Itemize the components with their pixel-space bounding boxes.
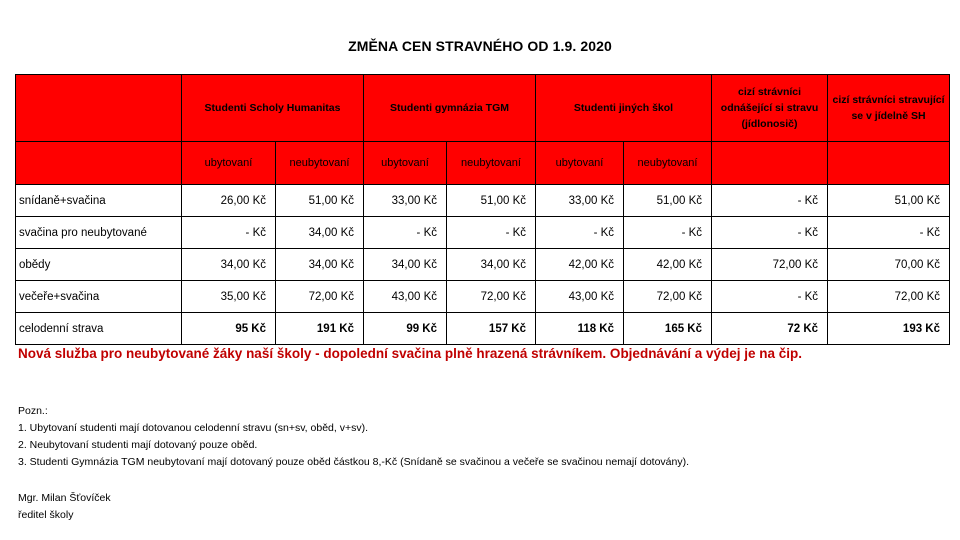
- price-table: Studenti Scholy Humanitas Studenti gymná…: [15, 74, 951, 345]
- price-cell: 34,00 Kč: [275, 216, 364, 249]
- price-cell: 72,00 Kč: [827, 280, 951, 313]
- total-cell: 72 Kč: [711, 312, 829, 345]
- subheader-empty: [15, 141, 182, 185]
- service-notice: Nová služba pro neubytované žáky naší šk…: [18, 346, 803, 361]
- subheader-neubytovani: neubytovaní: [445, 141, 537, 185]
- price-cell: - Kč: [363, 216, 447, 249]
- total-cell: 191 Kč: [275, 312, 364, 345]
- price-cell: 42,00 Kč: [623, 248, 713, 281]
- price-cell: 34,00 Kč: [445, 248, 537, 281]
- note-item: 1. Ubytovaní studenti mají dotovanou cel…: [18, 422, 369, 434]
- page-title: ZMĚNA CEN STRAVNÉHO OD 1.9. 2020: [348, 38, 612, 54]
- price-cell: 70,00 Kč: [827, 248, 951, 281]
- price-cell: 34,00 Kč: [181, 248, 276, 281]
- price-cell: 51,00 Kč: [623, 184, 713, 217]
- table-row: snídaně+svačina 26,00 Kč 51,00 Kč 33,00 …: [15, 184, 951, 217]
- header-cizi-jidelna: cizí strávníci stravující se v jídelně S…: [827, 74, 951, 142]
- price-cell: - Kč: [711, 216, 829, 249]
- subheader-neubytovani: neubytovaní: [275, 141, 364, 185]
- price-cell: 35,00 Kč: [181, 280, 276, 313]
- price-cell: 42,00 Kč: [535, 248, 625, 281]
- total-cell: 193 Kč: [827, 312, 951, 345]
- signature-role: ředitel školy: [18, 509, 74, 521]
- price-cell: 34,00 Kč: [363, 248, 447, 281]
- row-label: snídaně+svačina: [15, 184, 182, 217]
- header-gymnazia-tgm: Studenti gymnázia TGM: [362, 74, 537, 142]
- subheader-ubytovani: ubytovaní: [535, 141, 625, 185]
- price-cell: 72,00 Kč: [623, 280, 713, 313]
- price-cell: 26,00 Kč: [181, 184, 276, 217]
- price-cell: 72,00 Kč: [275, 280, 364, 313]
- signature-block: Mgr. Milan Šťovíček ředitel školy: [18, 490, 111, 524]
- row-label: obědy: [15, 248, 182, 281]
- table-row: večeře+svačina 35,00 Kč 72,00 Kč 43,00 K…: [15, 280, 951, 313]
- price-cell: - Kč: [711, 184, 829, 217]
- header-scholy-humanitas: Studenti Scholy Humanitas: [181, 74, 364, 142]
- total-cell: 99 Kč: [363, 312, 447, 345]
- table-row: svačina pro neubytované - Kč 34,00 Kč - …: [15, 216, 951, 249]
- subheader-ubytovani: ubytovaní: [363, 141, 447, 185]
- notes-section: Pozn.: 1. Ubytovaní studenti mají dotova…: [18, 403, 689, 471]
- header-jinych-skol: Studenti jiných škol: [535, 74, 713, 142]
- subheader-neubytovani: neubytovaní: [623, 141, 713, 185]
- subheader-ubytovani: ubytovaní: [181, 141, 276, 185]
- total-cell: 95 Kč: [181, 312, 276, 345]
- subheader-empty: [711, 141, 829, 185]
- header-cizi-jidlonosic: cizí strávníci odnášející si stravu (jíd…: [711, 74, 829, 142]
- subheader-empty: [827, 141, 951, 185]
- price-cell: 51,00 Kč: [827, 184, 951, 217]
- note-item: 2. Neubytovaní studenti mají dotovaný po…: [18, 439, 258, 451]
- table-row: obědy 34,00 Kč 34,00 Kč 34,00 Kč 34,00 K…: [15, 248, 951, 281]
- notes-heading: Pozn.:: [18, 405, 48, 417]
- price-cell: - Kč: [711, 280, 829, 313]
- total-cell: 118 Kč: [535, 312, 625, 345]
- price-cell: 43,00 Kč: [363, 280, 447, 313]
- price-cell: - Kč: [181, 216, 276, 249]
- price-cell: - Kč: [827, 216, 951, 249]
- price-cell: 51,00 Kč: [275, 184, 364, 217]
- header-row-groups: Studenti Scholy Humanitas Studenti gymná…: [15, 74, 951, 142]
- signature-name: Mgr. Milan Šťovíček: [18, 492, 111, 504]
- price-cell: 43,00 Kč: [535, 280, 625, 313]
- row-label: večeře+svačina: [15, 280, 182, 313]
- price-cell: - Kč: [535, 216, 625, 249]
- row-label: svačina pro neubytované: [15, 216, 182, 249]
- price-cell: 33,00 Kč: [363, 184, 447, 217]
- price-cell: 72,00 Kč: [445, 280, 537, 313]
- price-cell: 51,00 Kč: [445, 184, 537, 217]
- header-corner: [15, 74, 182, 142]
- price-cell: - Kč: [445, 216, 537, 249]
- total-cell: 157 Kč: [445, 312, 537, 345]
- price-cell: 34,00 Kč: [275, 248, 364, 281]
- price-cell: 72,00 Kč: [711, 248, 829, 281]
- table-row-total: celodenní strava 95 Kč 191 Kč 99 Kč 157 …: [15, 312, 951, 345]
- price-cell: - Kč: [623, 216, 713, 249]
- header-row-sub: ubytovaní neubytovaní ubytovaní neubytov…: [15, 141, 951, 185]
- total-cell: 165 Kč: [623, 312, 713, 345]
- note-item: 3. Studenti Gymnázia TGM neubytovaní maj…: [18, 456, 690, 468]
- price-cell: 33,00 Kč: [535, 184, 625, 217]
- row-label: celodenní strava: [15, 312, 182, 345]
